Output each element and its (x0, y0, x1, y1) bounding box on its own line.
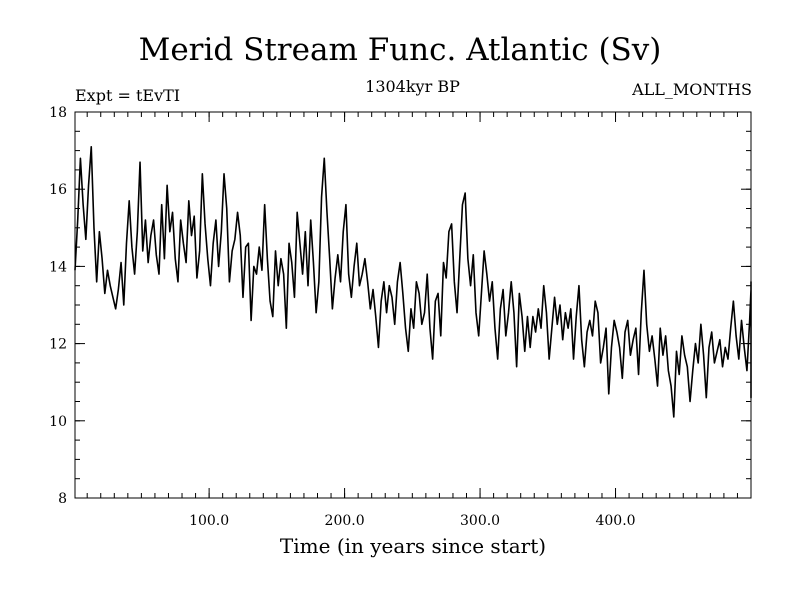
experiment-label: Expt = tEvTI (75, 86, 181, 105)
y-tick-label: 14 (49, 259, 67, 275)
months-label: ALL_MONTHS (632, 80, 752, 99)
plot-area: 8 10 12 14 16 18 100.0 200.0 300.0 400.0 Time (in … (49, 105, 752, 558)
series-line (74, 145, 752, 418)
chart-title: Merid Stream Func. Atlantic (Sv) (138, 32, 662, 68)
plot-frame (74, 111, 752, 499)
period-label: 1304kyr BP (365, 77, 460, 96)
y-tick-label: 16 (49, 182, 67, 198)
y-tick-label: 12 (49, 337, 67, 353)
y-tick-label: 8 (58, 491, 67, 507)
x-tick-label: 300.0 (460, 513, 500, 529)
y-tick-label: 18 (49, 105, 67, 121)
x-axis-label: Time (in years since start) (280, 534, 546, 558)
y-tick-label: 10 (49, 414, 67, 430)
x-tick-label: 100.0 (189, 513, 229, 529)
x-tick-label: 200.0 (325, 513, 365, 529)
x-tick-label: 400.0 (595, 513, 635, 529)
